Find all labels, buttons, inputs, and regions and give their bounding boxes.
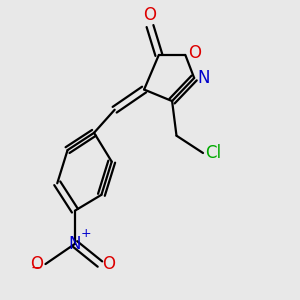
Text: +: + <box>81 227 92 240</box>
Text: Cl: Cl <box>206 144 221 162</box>
Text: O: O <box>143 6 157 24</box>
Text: N: N <box>69 235 81 253</box>
Text: O: O <box>188 44 201 62</box>
Text: O: O <box>30 255 43 273</box>
Text: O: O <box>102 255 115 273</box>
Text: N: N <box>197 69 210 87</box>
Text: −: − <box>31 261 43 275</box>
